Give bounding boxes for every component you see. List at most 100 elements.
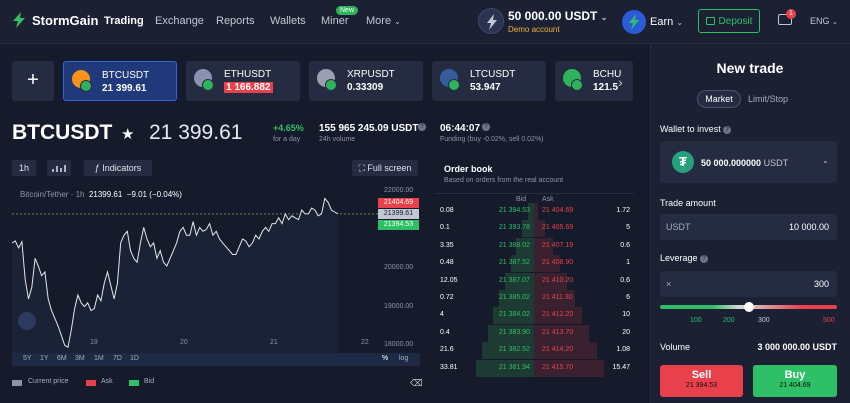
info-icon[interactable]: ? [482,123,490,131]
chart-area-fill [12,198,338,353]
chart-type-button[interactable] [47,160,71,176]
ask-price: 21 411.30 [542,294,573,301]
ticker-card[interactable]: LTCUSDT 53.947 [432,61,546,101]
nav-trading[interactable]: Trading [104,15,144,27]
bid-depth-bar [516,237,534,255]
ticker-symbol: XRPUSDT [347,69,395,80]
nav-reports[interactable]: Reports [216,15,255,27]
ticker-symbol: BCHU [593,69,622,80]
deposit-label: Deposit [718,15,753,27]
bid-price: 21 381.94 [498,363,530,371]
volume-label: Volume [660,342,691,352]
ask-size: 6 [626,294,630,301]
volume-value: 3 000 000.00 USDT [757,342,837,352]
leverage-prefix: × [666,279,672,289]
chevron-down-icon[interactable]: ⌄ [822,156,829,165]
storm-balance-icon[interactable] [478,8,504,34]
logo[interactable]: StormGain [12,12,98,28]
ticker-symbol: ETHUSDT [224,69,272,80]
ask-depth-bar [534,220,546,238]
info-icon[interactable]: ? [418,123,426,131]
ask-price: 21 415.70 [542,363,574,371]
period-1m[interactable]: 1M [94,355,104,362]
fullscreen-label: Full screen [367,163,412,173]
bid-price: 21 393.78 [498,224,530,232]
period-7d[interactable]: 7D [113,355,122,362]
period-1d[interactable]: 1D [130,355,139,362]
indicators-button[interactable]: ƒ Indicators [84,160,152,176]
bid-price: 21 385.02 [498,294,530,301]
nav-more-label: More [366,15,392,27]
mail-icon[interactable] [778,14,792,25]
legend-swatch [129,380,139,386]
ticker-price: 1 166.882 [224,82,273,93]
leverage-tick: 500 [823,317,835,324]
miner-new-badge: New [336,6,359,15]
leverage-field[interactable]: × 300 [660,271,837,297]
price-chart[interactable] [12,183,420,365]
period-selector: 5Y 1Y 6M 3M 1M 7D 1D % log [12,353,420,366]
ask-price-tag: 21404.69 [378,197,419,208]
orderbook-bid-header: Bid [516,196,527,203]
amount-label: Trade amount [660,198,716,208]
period-3m[interactable]: 3M [75,355,85,362]
period-1y[interactable]: 1Y [40,355,49,362]
volume-24h-label: 24h volume [319,136,356,143]
amount-value: 10 000.00 [788,222,829,232]
tab-limit-stop[interactable]: Limit/Stop [748,94,789,104]
earn-menu[interactable]: Earn ⌄ [650,16,683,28]
nav-more[interactable]: More ⌄ [366,15,401,27]
period-5y[interactable]: 5Y [23,355,32,362]
tether-icon [571,79,583,91]
ask-depth-bar [534,290,575,307]
sell-button[interactable]: Sell 21 394.53 [660,365,743,397]
info-icon[interactable]: ? [700,255,709,263]
fullscreen-button[interactable]: ⛶ Full screen [352,160,418,176]
nav-exchange[interactable]: Exchange [155,15,204,27]
funding-rate: Funding (buy -0.02%, sell 0.02%) [440,136,544,143]
log-scale-toggle[interactable]: log [399,355,409,362]
add-instrument-button[interactable]: + [12,61,54,101]
nav-wallets[interactable]: Wallets [270,15,306,27]
ticker-price: 0.33309 [347,82,384,93]
ask-depth-bar [534,272,568,290]
bid-price: 21 384.02 [498,311,530,319]
amount-currency: USDT [666,222,691,232]
bid-size: 4 [440,311,444,319]
bid-size: 0.4 [440,328,450,336]
percent-scale-toggle[interactable]: % [382,355,389,362]
balance-value[interactable]: 50 000.00 USDT ⌄ [508,9,607,23]
sell-label: Sell [691,369,712,381]
chevron-right-icon[interactable]: › [618,74,623,90]
orderbook-row: 4 21 384.02 21 412.20 10 [434,307,634,325]
bid-price: 21 394.53 [498,207,530,214]
deposit-button[interactable]: Deposit [698,9,760,33]
period-6m[interactable]: 6M [57,355,67,362]
language-selector[interactable]: ENG ⌄ [810,16,838,26]
ticker-card[interactable]: BTCUSDT 21 399.61 [63,61,177,101]
bid-depth-bar [476,359,534,377]
eraser-icon[interactable]: ⌫ [410,378,423,388]
ask-size: 1 [626,259,630,267]
leverage-slider-handle[interactable] [743,302,754,312]
bid-depth-bar [481,342,534,360]
tradingview-logo-icon[interactable] [18,312,36,330]
earn-icon[interactable] [622,10,646,34]
leverage-label-text: Leverage [660,253,698,263]
balance-amount: 50 000.00 USDT [508,9,598,23]
favorite-star-icon[interactable]: ★ [121,126,135,143]
ticker-card[interactable]: BCHU 121.5 [555,61,633,101]
info-icon[interactable]: ? [723,126,732,134]
daily-change: +4.65% [273,123,304,133]
current-price-tag: 21399.61 [378,208,419,219]
ticker-card[interactable]: ETHUSDT 1 166.882 [186,61,300,101]
interval-selector[interactable]: 1h [12,160,36,176]
orderbook-row: 0.48 21 387.52 21 408.90 1 [434,255,634,273]
trade-amount-field[interactable]: USDT 10 000.00 [660,214,837,240]
tether-icon: ₮ [672,151,694,173]
ticker-card[interactable]: XRPUSDT 0.33309 [309,61,423,101]
buy-label: Buy [784,369,806,381]
tab-market[interactable]: Market [697,90,741,108]
nav-miner[interactable]: Miner [321,15,349,27]
buy-button[interactable]: Buy 21 404.69 [753,365,837,397]
